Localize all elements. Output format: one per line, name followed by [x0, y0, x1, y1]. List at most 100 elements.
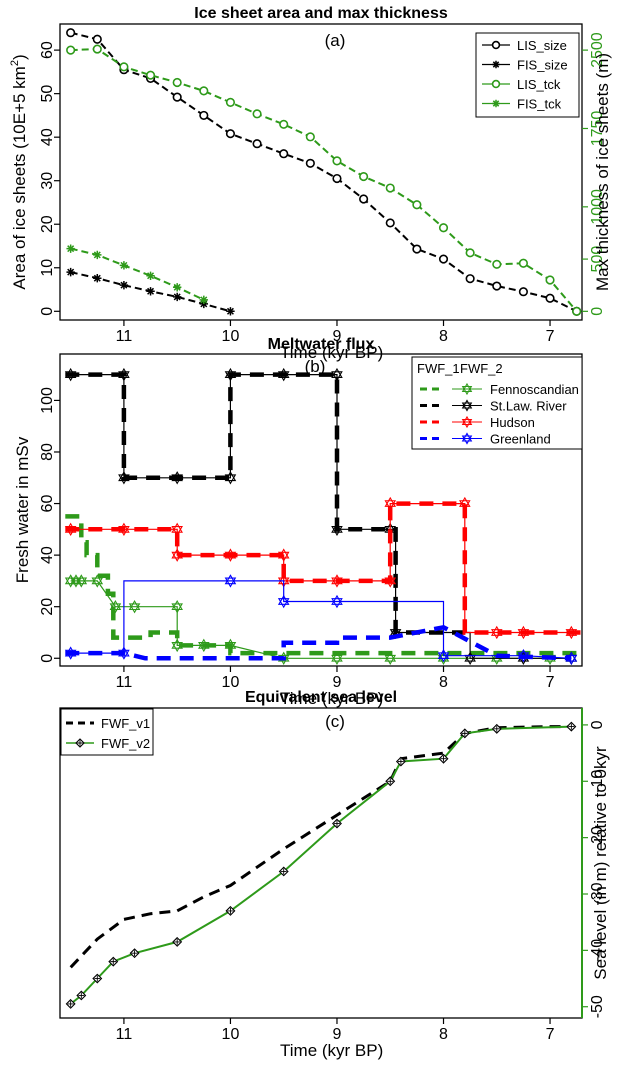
- diamond-cross: [110, 958, 117, 965]
- panel-label: (c): [325, 712, 345, 731]
- diamond-cross: [77, 740, 83, 746]
- legend-marker: [491, 79, 501, 89]
- data-point: [171, 638, 183, 653]
- diamond-cross: [493, 725, 500, 732]
- series-fis-tck: [66, 244, 209, 305]
- y-axis-label-sup: 2: [9, 60, 21, 66]
- data-point: [437, 648, 450, 663]
- data-point: [331, 574, 343, 588]
- y-tick-label: 40: [39, 128, 56, 146]
- data-point: [198, 638, 210, 653]
- hexagram-down-triangle: [224, 551, 237, 562]
- diamond-cross: [440, 755, 447, 762]
- hexagram-down-triangle: [384, 577, 397, 588]
- x-tick-label: 7: [546, 328, 555, 345]
- diamond-cross: [461, 730, 468, 737]
- legend-label: St.Law. River: [490, 399, 567, 414]
- hexagram-down-triangle: [198, 642, 210, 653]
- data-point: [76, 990, 87, 1001]
- data-point: [199, 86, 209, 96]
- diamond-cross: [174, 938, 181, 945]
- hexagram-down-triangle: [277, 551, 290, 562]
- y-tick-label: 0: [39, 654, 56, 663]
- hexagram-up-triangle: [118, 471, 130, 482]
- hexagram-down-triangle: [128, 603, 141, 614]
- data-point: [172, 936, 183, 947]
- data-point: [384, 496, 397, 511]
- y-tick-label: 30: [39, 172, 56, 190]
- hexagram-down-triangle: [118, 525, 130, 537]
- hexagram-up-triangle: [461, 432, 473, 442]
- data-point: [459, 728, 470, 739]
- data-point: [146, 271, 155, 281]
- legend-box: [60, 708, 154, 756]
- y2-axis-label: Sea level (in m) relative to 0kyr: [591, 746, 610, 980]
- panel-b-meltwater-flux: Meltwater flux (b) 11 10 9 8 7 Time (kyr BP) 0 20…: [13, 336, 583, 708]
- x-axis-label: Time (kyr BP): [280, 343, 383, 362]
- legend-label: Greenland: [490, 432, 551, 447]
- hexagram-down-triangle: [461, 418, 473, 429]
- data-point: [565, 651, 578, 665]
- x-tick-label: 8: [439, 1026, 448, 1043]
- data-point: [92, 34, 102, 44]
- series-line: [70, 31, 578, 313]
- data-point: [278, 866, 289, 877]
- data-point: [517, 625, 530, 640]
- hexagram-up-triangle: [75, 574, 88, 585]
- hexagram-down-triangle: [75, 577, 88, 588]
- hexagram-down-triangle: [91, 577, 104, 588]
- hexagram-up-triangle: [224, 574, 237, 585]
- hexagram-up-triangle: [461, 399, 473, 409]
- data-point: [252, 109, 262, 119]
- data-point: [224, 471, 237, 485]
- data-point: [438, 753, 449, 764]
- hexagram-down-triangle: [331, 654, 343, 665]
- data-point: [118, 367, 130, 382]
- legend-label: Hudson: [490, 415, 535, 430]
- diamond-cross: [397, 758, 404, 765]
- y-axis-label-main: Area of ice sheets (10E+5 km: [10, 66, 29, 289]
- y-axis-label-close: ): [10, 54, 29, 60]
- hexagram-down-triangle: [517, 652, 530, 663]
- hexagram-up-triangle: [224, 367, 237, 378]
- data-point: [305, 132, 315, 142]
- hexagram-up-triangle: [171, 599, 183, 611]
- y2-tick-label: 1750: [589, 111, 606, 147]
- series-fwf-v1: [69, 725, 572, 969]
- hexagram-up-triangle: [171, 471, 183, 482]
- legend-marker: [492, 60, 500, 69]
- x-tick-label: 9: [333, 328, 342, 345]
- series-lis-tck: [66, 44, 582, 316]
- diamond-cross: [334, 820, 340, 827]
- diamond-cross: [387, 778, 394, 785]
- y2-tick-label: 0: [589, 720, 606, 729]
- y-axis-label: Fresh water in mSv: [13, 436, 32, 583]
- legend-marker: [461, 399, 473, 412]
- data-point: [412, 244, 422, 254]
- data-point: [492, 259, 502, 269]
- hexagram-down-triangle: [224, 371, 237, 382]
- data-point: [93, 250, 102, 260]
- data-point: [225, 129, 236, 139]
- data-point: [492, 281, 502, 291]
- hexagram-up-triangle: [331, 367, 343, 378]
- hexagram-up-triangle: [109, 599, 122, 611]
- data-point: [171, 522, 183, 537]
- y-tick-label: 60: [39, 495, 56, 513]
- diamond-cross: [78, 992, 85, 999]
- data-point: [75, 574, 88, 588]
- legend-label: LIS_tck: [517, 77, 561, 92]
- data-point: [171, 599, 183, 614]
- hexagram-down-triangle: [461, 402, 473, 412]
- series-greenland: [64, 574, 578, 665]
- data-point: [224, 638, 237, 653]
- data-point: [566, 721, 577, 732]
- hexagram-up-triangle: [128, 599, 141, 611]
- hexagram-up-triangle: [464, 651, 476, 662]
- data-point: [518, 258, 528, 268]
- x-tick-label: 9: [333, 1026, 342, 1043]
- y-tick-label: 80: [39, 443, 56, 461]
- hexagram-down-triangle: [461, 385, 473, 396]
- data-point: [171, 471, 183, 485]
- data-point: [199, 110, 209, 120]
